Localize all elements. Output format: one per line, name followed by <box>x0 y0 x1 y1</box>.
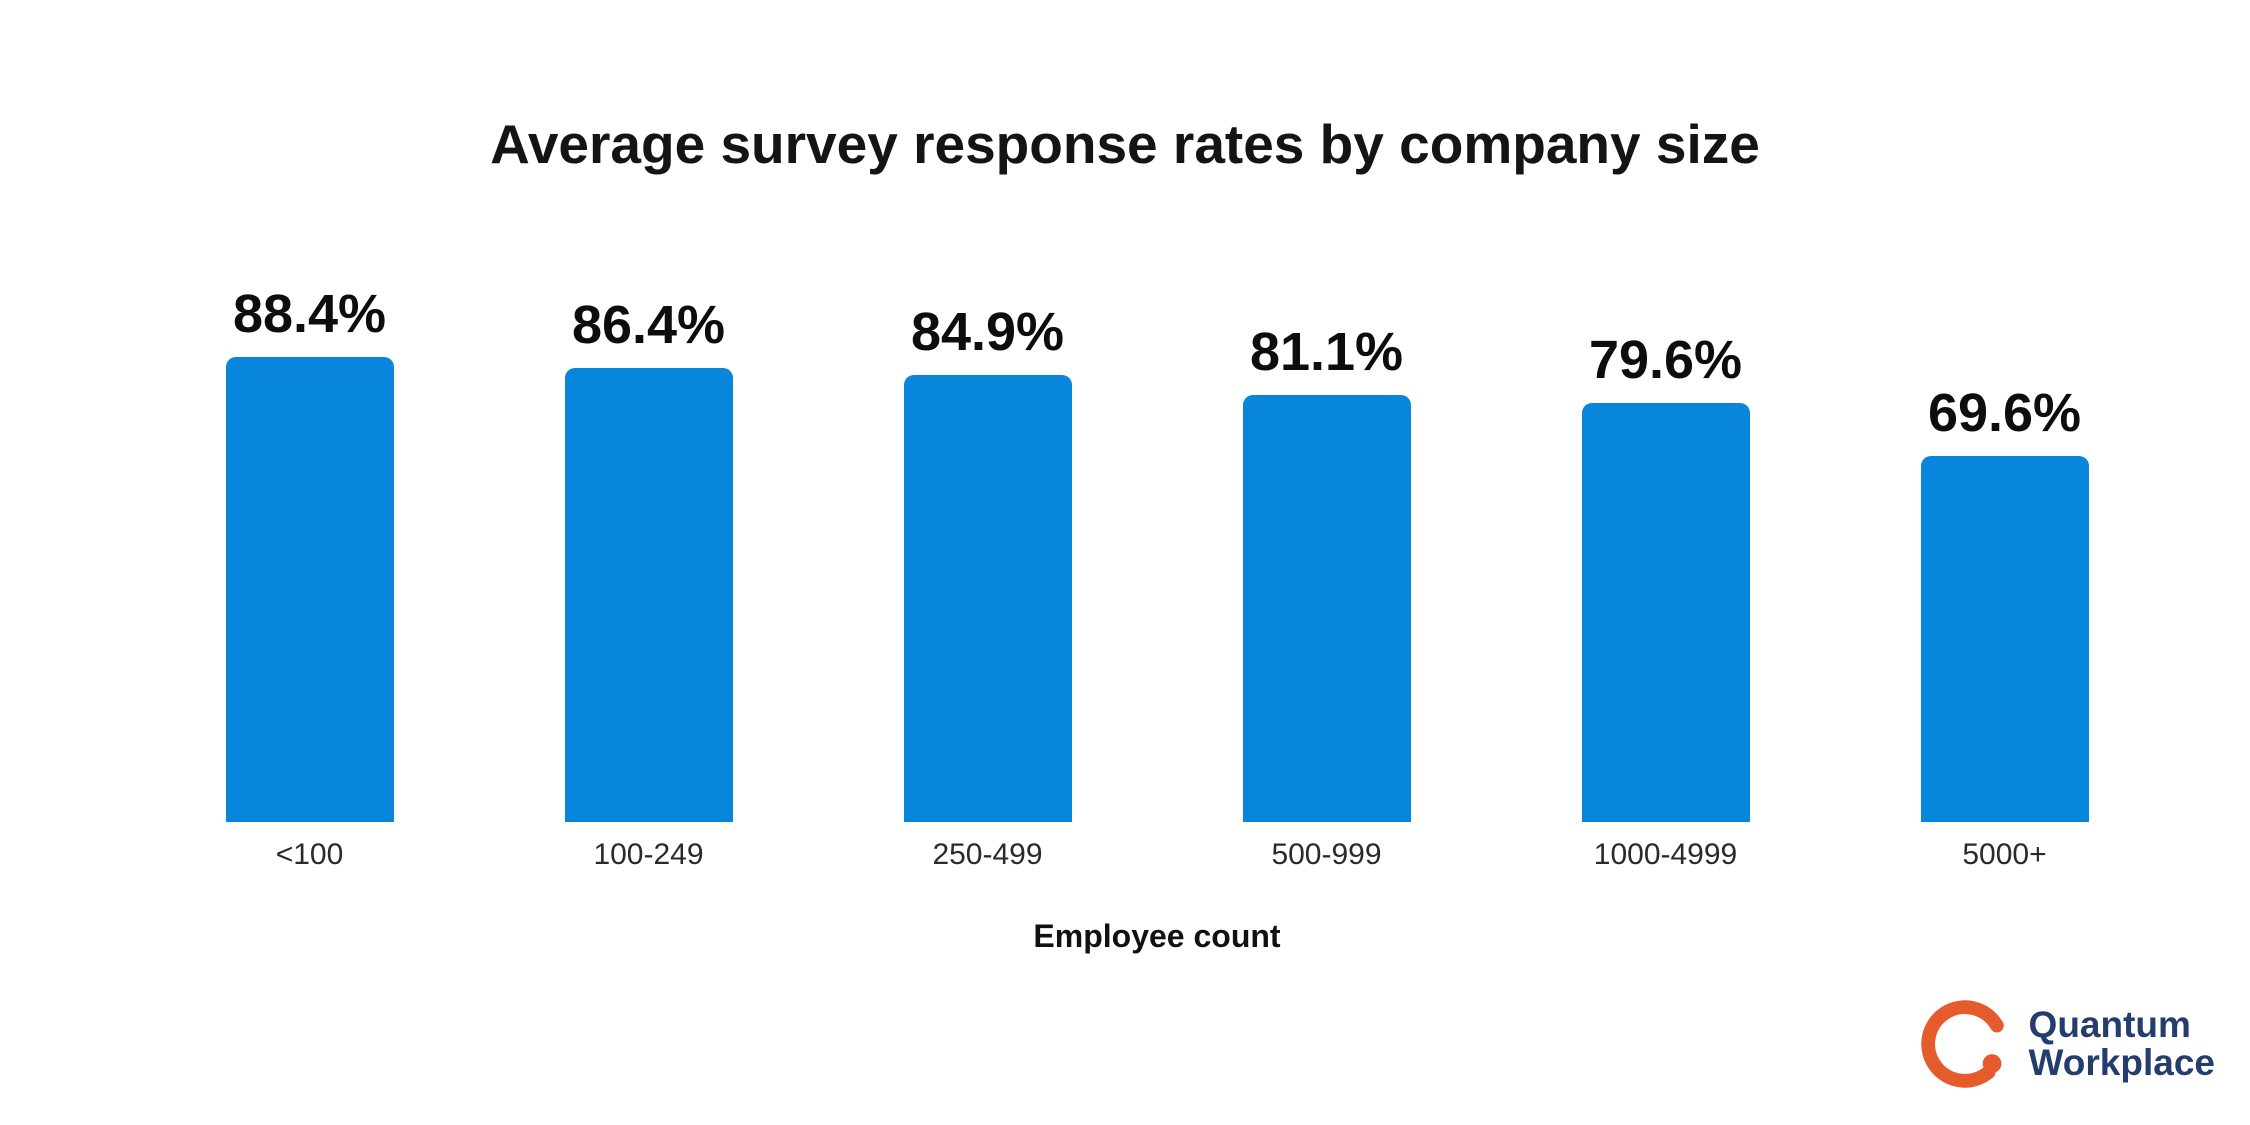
x-axis-category-row: <100 100-249 250-499 500-999 1000-4999 5000+ <box>140 838 2174 872</box>
bar-value-label: 81.1% <box>1249 322 1404 382</box>
bar <box>1242 395 1411 822</box>
bar-value-label: 86.4% <box>571 295 726 355</box>
bar-value-label: 84.9% <box>910 302 1065 362</box>
bar-group-100-249: 86.4% <box>479 280 818 822</box>
bar <box>1920 456 2089 822</box>
x-axis-tick-label: 5000+ <box>1962 838 2047 871</box>
logo-word-quantum: Quantum <box>2028 1004 2191 1045</box>
x-axis-tick-label: 250-499 <box>932 838 1043 871</box>
bar-group-250-499: 84.9% <box>818 280 1157 822</box>
x-axis-tick-label: <100 <box>275 838 344 871</box>
bar <box>1581 403 1750 822</box>
bar <box>564 368 733 822</box>
x-axis-tick-label: 500-999 <box>1271 838 1382 871</box>
chart-title: Average survey response rates by company… <box>490 113 1760 175</box>
quantum-workplace-wordmark: Quantum Workplace <box>2029 1006 2215 1082</box>
bar-value-label: 88.4% <box>232 284 387 344</box>
bar <box>903 375 1072 822</box>
bar-group-1000-4999: 79.6% <box>1496 280 1835 822</box>
quantum-workplace-q-ring-icon <box>1920 1000 2004 1088</box>
bar-value-label: 69.6% <box>1927 383 2082 443</box>
x-axis-label: Employee count <box>1033 918 1281 954</box>
quantum-workplace-logo: Quantum Workplace <box>1919 998 2215 1090</box>
bar-group-500-999: 81.1% <box>1157 280 1496 822</box>
bar <box>225 357 394 822</box>
bar-group-5000+: 69.6% <box>1835 280 2174 822</box>
logo-word-workplace: Workplace <box>2028 1042 2215 1083</box>
x-axis-tick-label: 100-249 <box>593 838 704 871</box>
bar-chart-plot-area: 88.4% 86.4% 84.9% 81.1% 79.6% 69.6% <box>140 280 2174 822</box>
bar-group-<100: 88.4% <box>140 280 479 822</box>
x-axis-tick-label: 1000-4999 <box>1593 838 1738 871</box>
bar-value-label: 79.6% <box>1588 330 1743 390</box>
